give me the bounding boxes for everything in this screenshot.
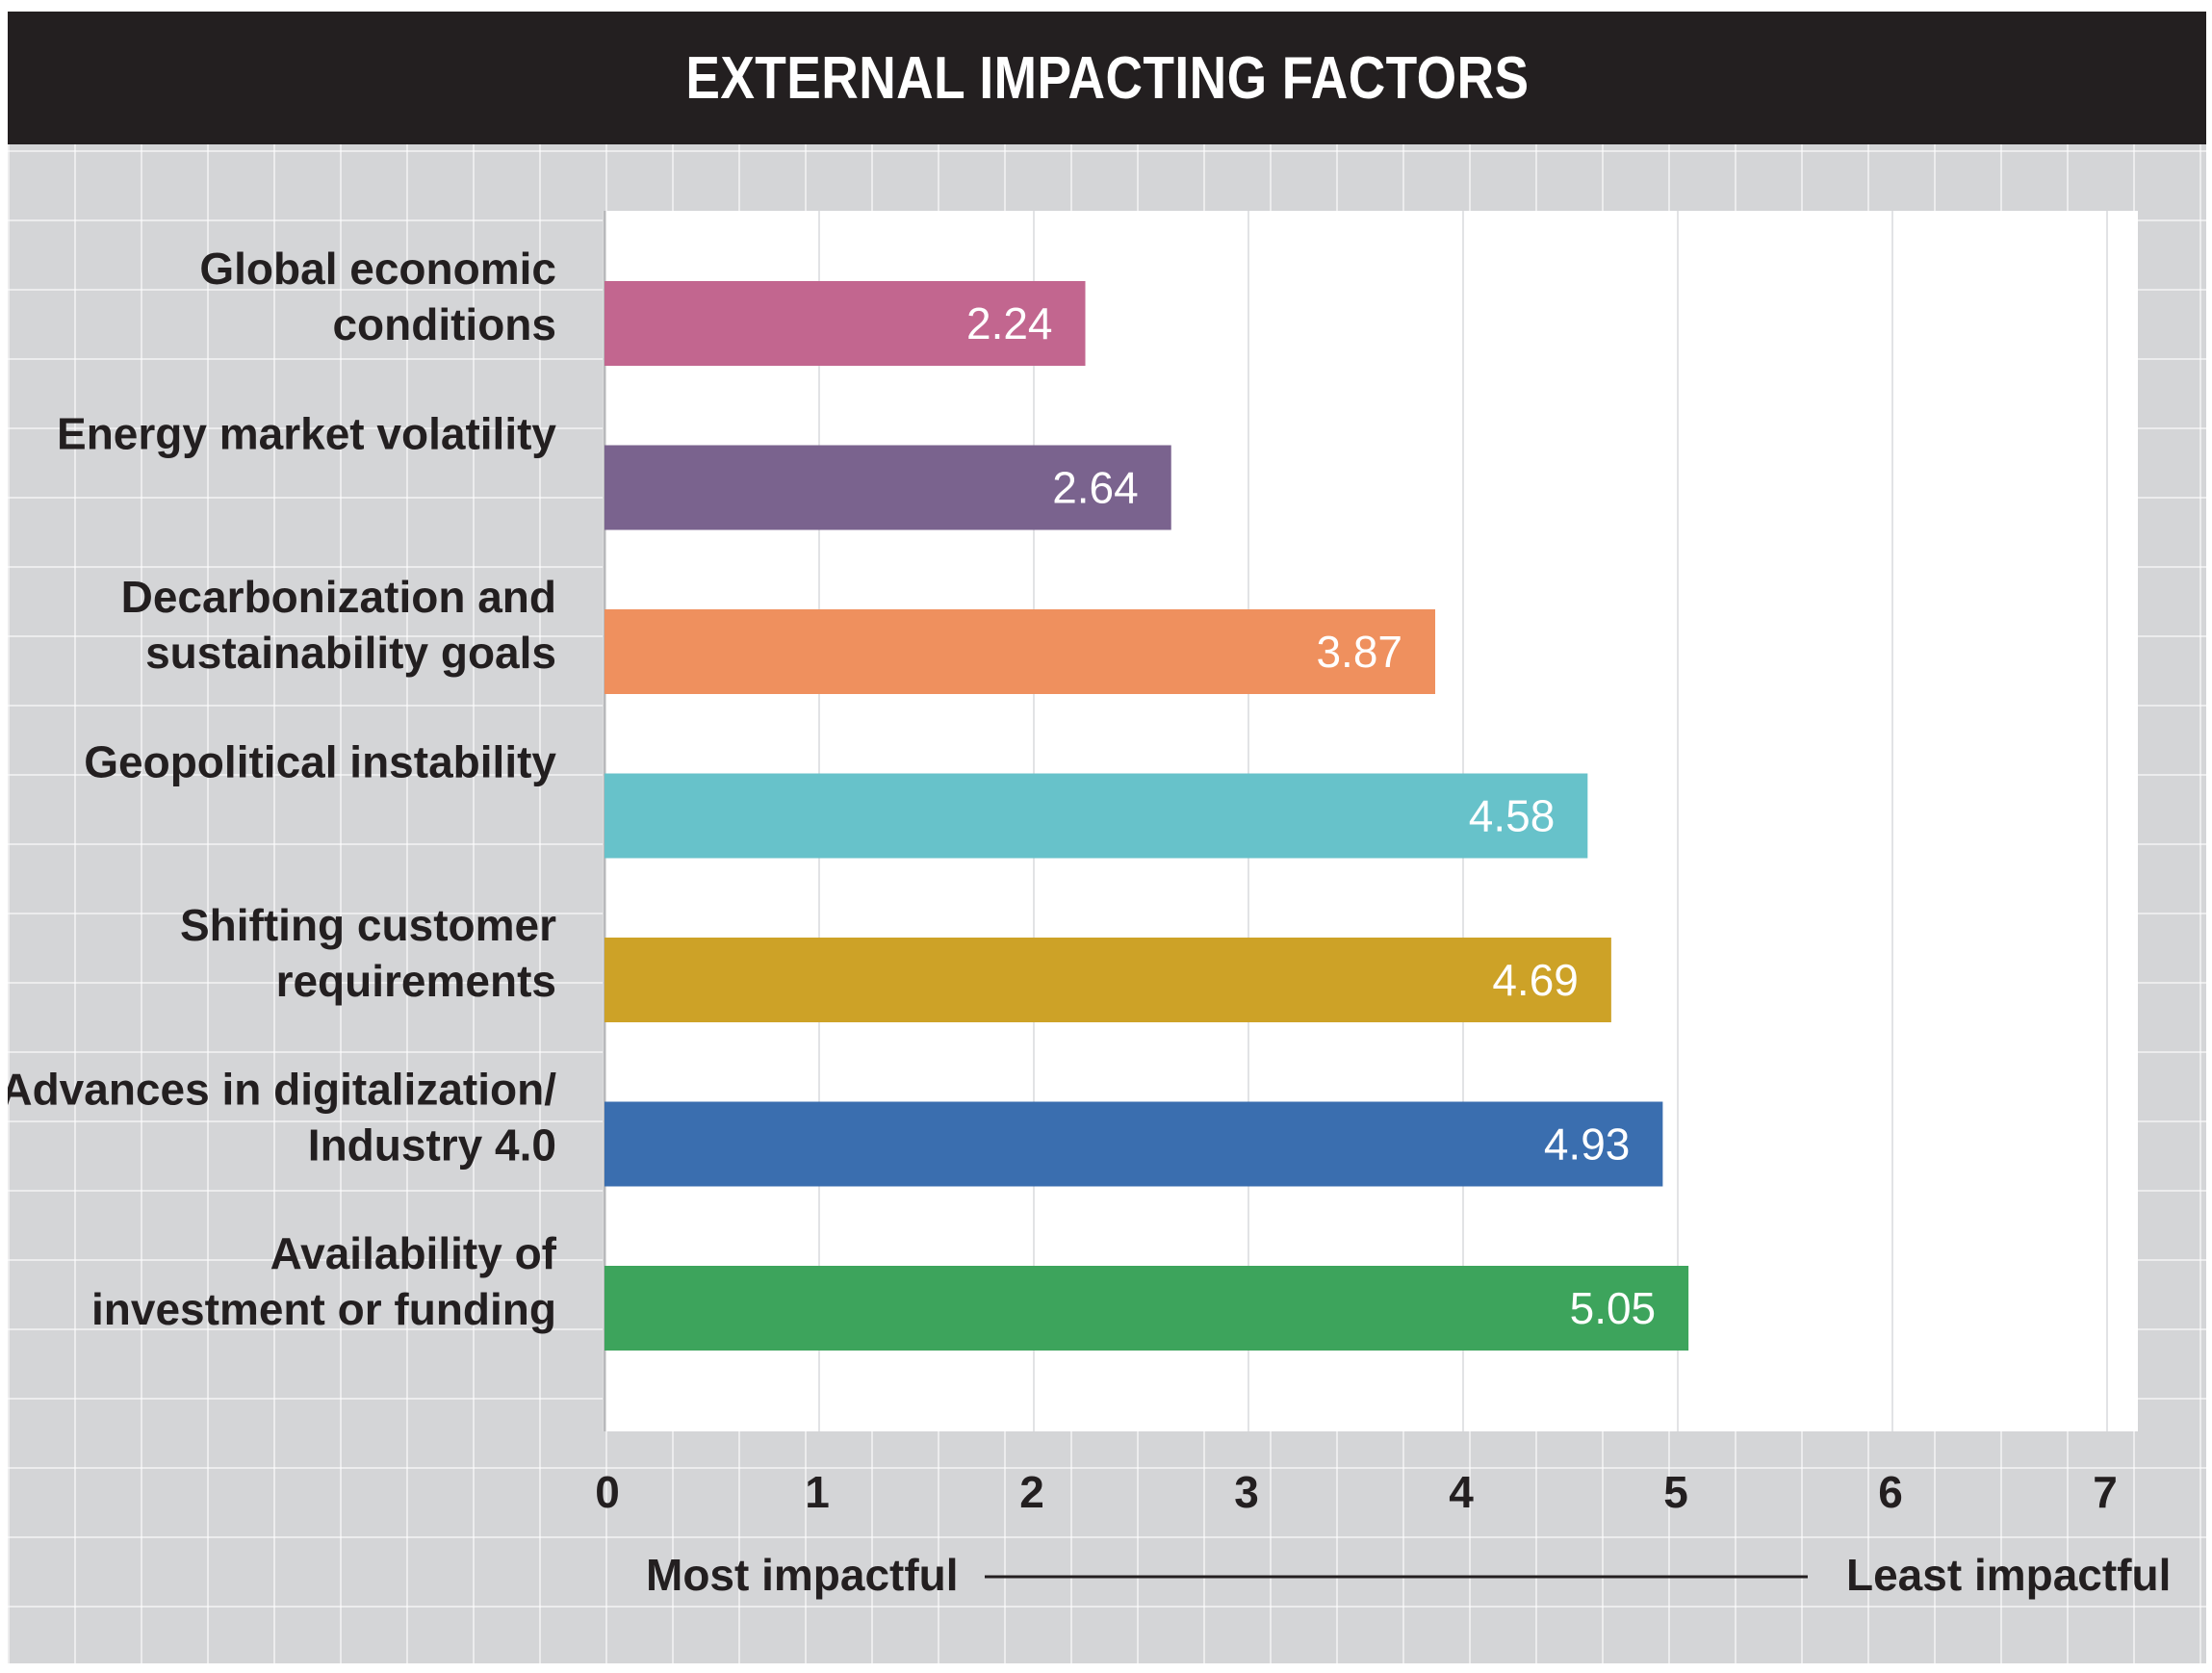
x-tick-label: 6 [1878, 1467, 1903, 1517]
bar-value-label: 5.05 [1570, 1283, 1657, 1333]
bar-value-label: 4.93 [1544, 1120, 1631, 1170]
bar-value-label: 3.87 [1316, 627, 1402, 677]
x-tick-label: 2 [1019, 1467, 1044, 1517]
chart-figure: EXTERNAL IMPACTING FACTORS 2.24 2.64 3.87 4… [8, 12, 2206, 1663]
category-label: sustainability goals [145, 628, 556, 678]
bar-value-label: 4.69 [1492, 955, 1579, 1005]
category-label: Advances in digitalization/ [8, 1065, 556, 1115]
bar [604, 609, 1436, 694]
category-label: Energy market volatility [57, 409, 556, 459]
scale-right-label: Least impactful [1846, 1550, 2171, 1600]
category-label: requirements [276, 956, 556, 1006]
category-label: Geopolitical instability [84, 737, 556, 787]
bar-value-label: 4.58 [1469, 791, 1556, 841]
category-label: Availability of [270, 1228, 557, 1278]
bar [604, 445, 1171, 530]
x-tick-label: 3 [1234, 1467, 1259, 1517]
bar-value-label: 2.64 [1052, 463, 1139, 513]
category-label: conditions [332, 299, 556, 349]
title-bar: EXTERNAL IMPACTING FACTORS [8, 12, 2206, 144]
x-axis-ticks: 0 1 2 3 4 5 6 7 [595, 1467, 2118, 1517]
x-tick-label: 1 [805, 1467, 830, 1517]
bars: 2.24 2.64 3.87 4.58 4.69 4.93 5.05 [604, 281, 1689, 1351]
x-tick-label: 5 [1663, 1467, 1688, 1517]
bar-value-label: 2.24 [966, 298, 1053, 348]
category-label: Global economic [199, 244, 556, 294]
scale-left-label: Most impactful [646, 1550, 959, 1600]
chart-title: EXTERNAL IMPACTING FACTORS [684, 44, 1530, 112]
category-label: Industry 4.0 [308, 1120, 556, 1171]
x-tick-label: 7 [2093, 1467, 2118, 1517]
bar [604, 1101, 1663, 1187]
bar [604, 773, 1588, 859]
bar [604, 938, 1611, 1022]
bar-chart: 2.24 2.64 3.87 4.58 4.69 4.93 5.05 Global econ… [8, 211, 2171, 1600]
category-label: investment or funding [91, 1284, 556, 1334]
impact-scale: Most impactful Least impactful [646, 1550, 2171, 1600]
bar [604, 1266, 1689, 1351]
x-tick-label: 0 [595, 1467, 620, 1517]
bar [604, 281, 1086, 366]
category-label: Shifting customer [180, 900, 556, 950]
x-tick-label: 4 [1449, 1467, 1474, 1517]
category-label: Decarbonization and [121, 572, 556, 622]
